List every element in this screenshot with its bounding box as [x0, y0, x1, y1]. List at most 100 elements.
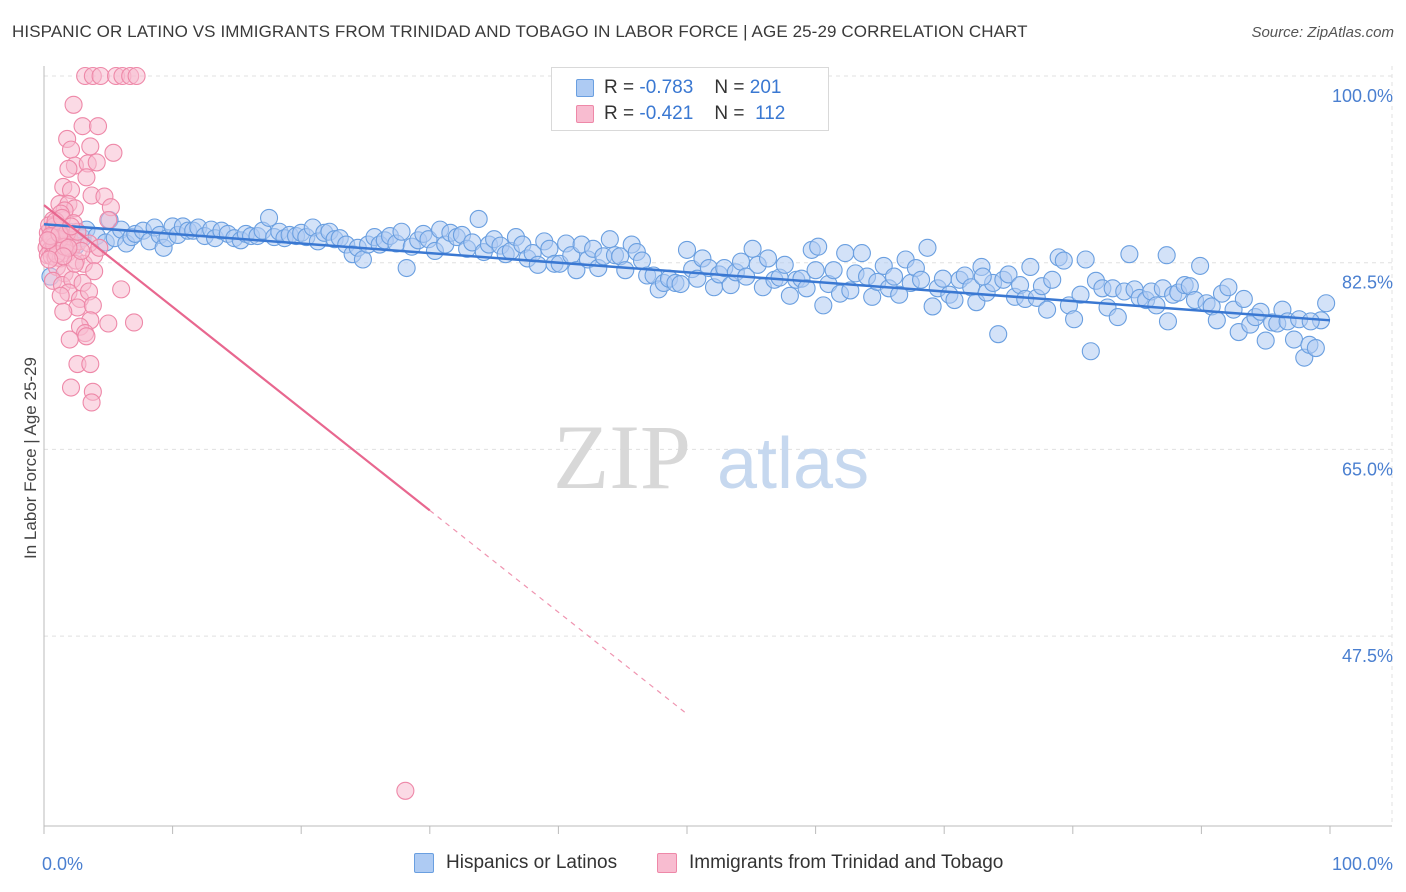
hispanics-point	[890, 285, 909, 304]
trinidad-point	[87, 153, 106, 172]
watermark-zip: ZIP	[553, 406, 691, 508]
legend-item-trinidad: Immigrants from Trinidad and Tobago	[657, 852, 1003, 874]
trinidad-point	[82, 393, 101, 412]
hispanics-point	[1234, 289, 1253, 309]
hispanics-trend-line	[43, 223, 1331, 322]
series-hispanics-points	[41, 208, 1336, 367]
x-tick-label: 100.0%	[1332, 854, 1393, 874]
hispanics-point	[1207, 311, 1226, 330]
legend-label-trinidad: Immigrants from Trinidad and Tobago	[689, 852, 1004, 873]
hispanics-point	[1065, 310, 1084, 329]
trinidad-point	[83, 296, 102, 315]
hispanics-point	[1076, 250, 1095, 269]
trinidad-point	[77, 327, 96, 346]
hispanics-point	[1158, 312, 1178, 331]
hispanics-point	[1120, 245, 1139, 264]
hispanics-point	[600, 230, 619, 249]
hispanics-point	[528, 255, 547, 274]
legend-row-trinidad: R = -0.421 N = 112	[576, 101, 785, 127]
legend-row-hispanics: R = -0.783 N = 201	[576, 75, 781, 101]
trinidad-point	[51, 286, 70, 305]
hispanics-point	[814, 296, 833, 315]
trinidad-point	[396, 781, 415, 800]
hispanics-point	[1284, 330, 1304, 349]
trinidad-point	[64, 95, 83, 114]
legend-r-label: R =	[604, 103, 635, 124]
hispanics-point	[923, 297, 942, 316]
hispanics-point	[824, 261, 843, 280]
trinidad-point	[81, 137, 100, 156]
hispanics-point	[1043, 270, 1062, 289]
trinidad-point	[54, 302, 73, 321]
trinidad-point	[99, 314, 118, 333]
hispanics-point	[1147, 296, 1166, 315]
hispanics-point	[671, 274, 690, 294]
series-legend: Hispanics or Latinos Immigrants from Tri…	[0, 852, 1406, 878]
hispanics-point	[259, 208, 279, 227]
trinidad-point	[60, 330, 79, 349]
hispanics-point	[912, 270, 931, 289]
hispanics-point	[397, 258, 416, 278]
legend-r-value: -0.783	[639, 77, 694, 98]
trinidad-point	[112, 280, 131, 299]
hispanics-point	[616, 261, 635, 280]
correlation-legend: R = -0.783 N = 201 R = -0.421 N = 112	[551, 67, 829, 131]
legend-n-value: 201	[749, 77, 782, 98]
y-tick-label: 100.0%	[1332, 86, 1393, 106]
x-tick-labels: 0.0% 100.0%	[42, 854, 1393, 874]
trinidad-point	[61, 378, 81, 397]
trinidad-point	[85, 262, 104, 281]
hispanics-point	[933, 269, 952, 288]
x-tick-label: 0.0%	[42, 854, 83, 874]
hispanics-point	[1157, 246, 1176, 265]
trinidad-point	[91, 66, 110, 86]
trinidad-point	[61, 140, 81, 159]
y-tick-labels: 100.0% 82.5% 65.0% 47.5%	[1332, 86, 1393, 666]
trinidad-point	[77, 168, 96, 187]
legend-r-value: -0.421	[639, 103, 694, 124]
legend-swatch-blue	[414, 853, 434, 873]
trinidad-trend-line	[43, 204, 431, 512]
series-trinidad-points	[37, 66, 415, 800]
trinidad-point	[81, 355, 100, 374]
hispanics-point	[775, 255, 794, 274]
legend-swatch-blue	[576, 79, 594, 97]
axes	[43, 66, 1392, 834]
hispanics-point	[1081, 342, 1100, 361]
hispanics-point	[1021, 257, 1040, 277]
hispanics-point	[836, 244, 855, 263]
hispanics-point	[780, 286, 799, 305]
trinidad-point	[104, 143, 123, 162]
hispanics-point	[677, 240, 697, 259]
hispanics-point	[1219, 278, 1238, 297]
watermark-atlas: atlas	[717, 424, 869, 504]
hispanics-point	[884, 267, 904, 286]
y-tick-label: 47.5%	[1342, 646, 1393, 666]
legend-n-label: N =	[714, 103, 745, 124]
hispanics-point	[841, 281, 860, 300]
y-axis-label: In Labor Force | Age 25-29	[21, 357, 40, 559]
legend-r-label: R =	[604, 77, 635, 98]
hispanics-point	[1191, 256, 1210, 275]
hispanics-point	[918, 238, 937, 257]
trinidad-point	[99, 210, 118, 230]
trinidad-point	[73, 117, 92, 136]
legend-label-hispanics: Hispanics or Latinos	[446, 852, 618, 873]
watermark: ZIP atlas	[553, 406, 869, 508]
hispanics-point	[758, 249, 778, 268]
trinidad-point	[40, 250, 59, 269]
hispanics-point	[806, 261, 825, 280]
trinidad-point	[38, 231, 57, 250]
hispanics-point	[1317, 294, 1336, 313]
hispanics-point	[1108, 308, 1127, 327]
hispanics-point	[743, 239, 762, 258]
y-tick-label: 65.0%	[1342, 459, 1393, 479]
hispanics-point	[1054, 251, 1073, 270]
hispanics-point	[809, 237, 828, 256]
hispanics-point	[392, 222, 411, 241]
trinidad-point	[59, 159, 78, 178]
trinidad-point	[127, 66, 146, 86]
legend-n-value: 112	[755, 103, 786, 124]
legend-swatch-pink	[657, 853, 677, 873]
